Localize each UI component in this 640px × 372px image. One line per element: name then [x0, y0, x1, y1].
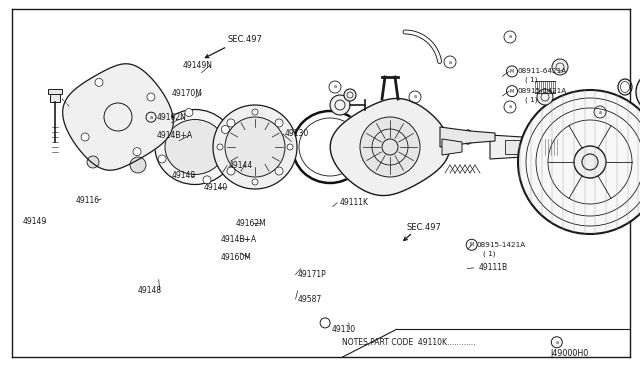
- Text: 49111B: 49111B: [479, 263, 508, 272]
- Circle shape: [133, 148, 141, 155]
- Circle shape: [87, 156, 99, 168]
- Circle shape: [330, 95, 350, 115]
- Bar: [48, 89, 62, 94]
- Ellipse shape: [155, 109, 235, 185]
- Text: SEC.497: SEC.497: [227, 35, 262, 44]
- Text: 4914B+A: 4914B+A: [157, 131, 193, 140]
- Text: a: a: [449, 60, 451, 64]
- Circle shape: [147, 93, 155, 101]
- Circle shape: [221, 125, 229, 134]
- Circle shape: [518, 90, 640, 234]
- Circle shape: [344, 89, 356, 101]
- Ellipse shape: [165, 119, 225, 174]
- Text: ( 1): ( 1): [525, 96, 538, 103]
- Text: 08915-1421A: 08915-1421A: [477, 242, 526, 248]
- Text: a: a: [556, 340, 558, 345]
- Circle shape: [252, 179, 258, 185]
- Text: 49110: 49110: [332, 325, 356, 334]
- Text: a: a: [413, 94, 417, 99]
- Polygon shape: [490, 135, 555, 159]
- Text: 49148: 49148: [172, 171, 196, 180]
- Text: ( 1): ( 1): [483, 250, 496, 257]
- Text: 49162N: 49162N: [157, 113, 187, 122]
- Circle shape: [185, 109, 193, 116]
- Polygon shape: [330, 99, 450, 196]
- Text: 49144: 49144: [229, 161, 253, 170]
- Circle shape: [225, 117, 285, 177]
- Text: 08911-6421A: 08911-6421A: [517, 68, 566, 74]
- Text: a: a: [150, 115, 152, 120]
- Circle shape: [227, 167, 235, 175]
- Text: 49111K: 49111K: [339, 198, 368, 207]
- Circle shape: [217, 144, 223, 150]
- Text: SEC.497: SEC.497: [406, 223, 441, 232]
- Text: ( 1): ( 1): [525, 77, 538, 83]
- Text: M: M: [470, 242, 474, 247]
- Text: a: a: [598, 109, 602, 115]
- Text: 49130: 49130: [285, 129, 309, 138]
- Circle shape: [287, 144, 293, 150]
- Polygon shape: [63, 64, 173, 170]
- Ellipse shape: [86, 83, 150, 151]
- Circle shape: [252, 109, 258, 115]
- Text: 49587: 49587: [298, 295, 322, 304]
- Text: 49149: 49149: [22, 217, 47, 226]
- Text: 49116: 49116: [76, 196, 100, 205]
- Polygon shape: [442, 139, 462, 155]
- Circle shape: [130, 157, 146, 173]
- Text: 4914B+A: 4914B+A: [221, 235, 257, 244]
- Circle shape: [552, 59, 568, 75]
- Text: 49162M: 49162M: [236, 219, 266, 228]
- Circle shape: [360, 117, 420, 177]
- Circle shape: [275, 119, 283, 127]
- Circle shape: [537, 89, 553, 105]
- Text: J49000H0: J49000H0: [550, 349, 589, 358]
- Text: M: M: [510, 89, 514, 94]
- Polygon shape: [440, 127, 495, 147]
- Text: 49170M: 49170M: [172, 89, 202, 98]
- Text: 08915-1421A: 08915-1421A: [517, 88, 566, 94]
- Text: a: a: [509, 105, 511, 109]
- Text: 49149N: 49149N: [182, 61, 212, 70]
- Circle shape: [213, 105, 297, 189]
- Circle shape: [574, 146, 606, 178]
- Text: a: a: [333, 84, 337, 90]
- Circle shape: [95, 78, 103, 86]
- Bar: [229, 149, 241, 172]
- Circle shape: [275, 167, 283, 175]
- Bar: [505, 140, 540, 154]
- Ellipse shape: [636, 72, 640, 112]
- Ellipse shape: [97, 94, 139, 140]
- Text: 49148: 49148: [138, 286, 162, 295]
- Text: M: M: [510, 69, 514, 74]
- Circle shape: [81, 133, 89, 141]
- Circle shape: [227, 119, 235, 127]
- Circle shape: [203, 176, 211, 184]
- Text: NOTES,PART CODE  49110K............: NOTES,PART CODE 49110K............: [342, 338, 476, 347]
- Text: 49160M: 49160M: [221, 253, 252, 262]
- Text: 49140: 49140: [204, 183, 228, 192]
- Text: a: a: [509, 35, 511, 39]
- Circle shape: [158, 155, 166, 163]
- Bar: [50, 94, 60, 102]
- Text: 49171P: 49171P: [298, 270, 326, 279]
